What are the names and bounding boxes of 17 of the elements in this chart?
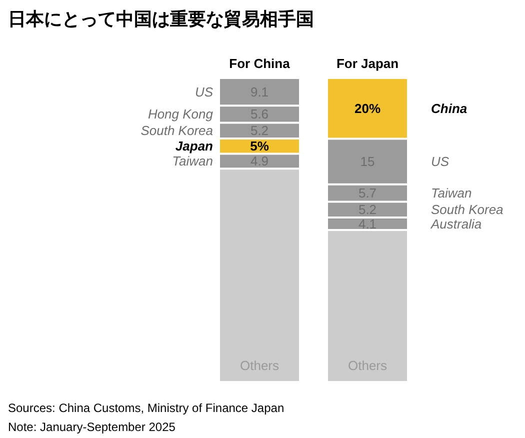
text: Note: January-September 2025 [8, 420, 176, 434]
x-tick-label: For China [229, 56, 291, 71]
series-label: Hong Kong [148, 106, 214, 122]
series-label: Japan [175, 138, 214, 154]
data-label: 20% [354, 100, 381, 116]
series-label: South Korea [140, 123, 213, 138]
data-label: 5% [250, 138, 270, 154]
series-label: Taiwan [431, 186, 472, 201]
series-label: US [194, 84, 214, 100]
series-label: China [431, 100, 468, 116]
series-label: Taiwan [172, 154, 213, 169]
series-label: Australia [430, 216, 482, 232]
chart-title: 日本にとって中国は重要な貿易相手国 [8, 9, 314, 29]
x-tick-label: For Japan [336, 56, 399, 71]
series-label: South Korea [431, 202, 504, 218]
series-label: US [431, 154, 450, 170]
source-note: Sources: China Customs, Ministry of Finance Japan [8, 401, 284, 415]
